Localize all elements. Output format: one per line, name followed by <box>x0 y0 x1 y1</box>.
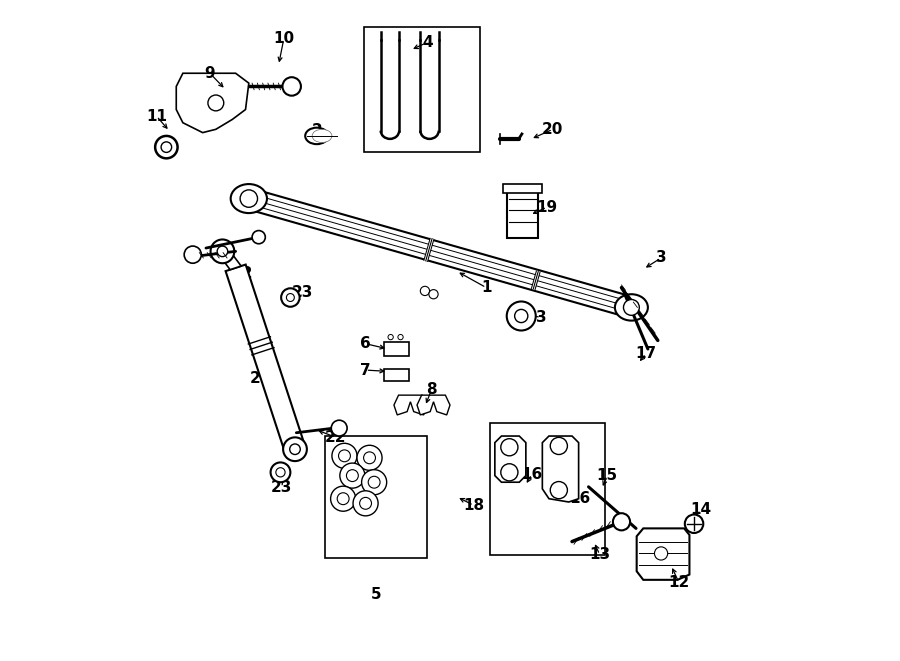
Circle shape <box>332 444 357 469</box>
Polygon shape <box>417 395 450 415</box>
Polygon shape <box>543 436 579 502</box>
Text: 9: 9 <box>204 65 215 81</box>
Text: 20: 20 <box>542 122 563 137</box>
Circle shape <box>217 246 228 256</box>
Circle shape <box>184 246 202 263</box>
Polygon shape <box>394 395 427 415</box>
Circle shape <box>398 334 403 340</box>
Text: 16: 16 <box>521 467 543 482</box>
Circle shape <box>624 299 639 315</box>
Bar <box>490 423 605 555</box>
Circle shape <box>338 450 350 462</box>
Polygon shape <box>636 528 689 580</box>
Text: 6: 6 <box>360 336 371 351</box>
Circle shape <box>685 514 703 533</box>
Circle shape <box>331 420 347 436</box>
Circle shape <box>500 439 518 456</box>
Circle shape <box>252 231 266 244</box>
Circle shape <box>362 470 387 494</box>
Text: 15: 15 <box>597 468 617 483</box>
Circle shape <box>290 444 301 455</box>
Polygon shape <box>176 73 248 133</box>
Text: 11: 11 <box>146 108 167 124</box>
Circle shape <box>429 290 438 299</box>
Polygon shape <box>495 436 526 483</box>
Circle shape <box>283 77 301 96</box>
Circle shape <box>281 288 300 307</box>
Text: 22: 22 <box>325 430 346 445</box>
Ellipse shape <box>230 184 267 213</box>
Text: 21: 21 <box>250 371 271 386</box>
Circle shape <box>240 190 257 208</box>
Circle shape <box>550 438 567 455</box>
Polygon shape <box>220 253 241 270</box>
Circle shape <box>500 464 518 481</box>
Circle shape <box>613 513 630 530</box>
Text: 10: 10 <box>274 32 294 46</box>
Text: 5: 5 <box>371 587 382 602</box>
Bar <box>384 369 410 381</box>
Circle shape <box>507 301 536 330</box>
Circle shape <box>360 497 372 509</box>
Circle shape <box>364 452 375 464</box>
Text: 13: 13 <box>590 547 610 563</box>
Circle shape <box>654 547 668 560</box>
Text: 8: 8 <box>427 382 436 397</box>
Text: 3: 3 <box>656 251 666 266</box>
Text: 14: 14 <box>690 502 711 518</box>
Circle shape <box>286 293 294 301</box>
Text: 12: 12 <box>669 575 689 590</box>
Circle shape <box>515 309 527 323</box>
Circle shape <box>368 477 380 488</box>
Bar <box>507 190 538 238</box>
Text: 1: 1 <box>481 280 491 295</box>
Text: 23: 23 <box>292 286 313 300</box>
Bar <box>364 27 480 153</box>
Circle shape <box>284 438 307 461</box>
Circle shape <box>161 142 172 153</box>
Text: 23: 23 <box>271 480 292 495</box>
Text: 3: 3 <box>536 310 546 325</box>
Circle shape <box>330 486 356 511</box>
Text: 7: 7 <box>360 363 371 377</box>
Circle shape <box>340 463 364 488</box>
Circle shape <box>353 490 378 516</box>
Text: 4: 4 <box>422 35 433 50</box>
Text: 2: 2 <box>311 123 322 138</box>
Text: 19: 19 <box>536 200 557 215</box>
Text: 22: 22 <box>231 266 253 281</box>
Circle shape <box>271 463 291 483</box>
Polygon shape <box>226 264 305 453</box>
Circle shape <box>346 470 358 482</box>
Circle shape <box>420 286 429 295</box>
Ellipse shape <box>305 128 328 144</box>
Circle shape <box>276 468 285 477</box>
Circle shape <box>208 95 224 111</box>
Circle shape <box>550 482 567 498</box>
Circle shape <box>388 334 393 340</box>
Circle shape <box>211 239 234 263</box>
Circle shape <box>357 446 382 471</box>
Ellipse shape <box>615 294 648 321</box>
Circle shape <box>155 136 177 159</box>
Circle shape <box>338 492 349 504</box>
Bar <box>325 436 427 558</box>
Text: 17: 17 <box>635 346 656 361</box>
Bar <box>384 342 410 356</box>
Text: 16: 16 <box>570 490 590 506</box>
Ellipse shape <box>312 130 332 143</box>
Bar <box>503 184 542 193</box>
Text: 18: 18 <box>464 498 484 513</box>
